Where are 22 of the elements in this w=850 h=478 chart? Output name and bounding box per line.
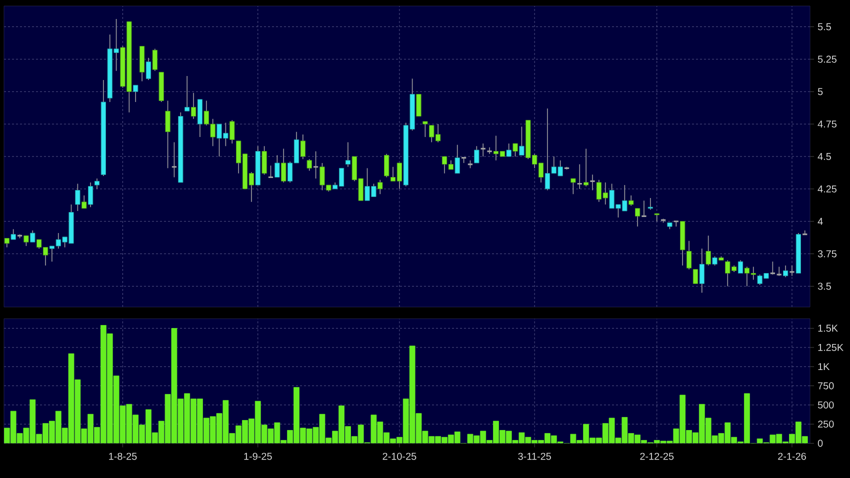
- y-tick-label: 3.5: [818, 282, 831, 290]
- y-tick-label: 250: [818, 420, 834, 428]
- x-tick-label: 2-10-25: [382, 452, 416, 460]
- y-tick-label: 5: [818, 88, 823, 96]
- y-tick-label: 500: [818, 401, 834, 408]
- x-tick-label: 3-11-25: [518, 452, 551, 460]
- y-tick-label: 4: [818, 218, 823, 225]
- y-tick-label: 5.25: [818, 56, 837, 63]
- x-tick-label: 1-9-25: [244, 452, 272, 460]
- y-tick-label: 4.25: [818, 185, 837, 192]
- y-tick-label: 4.75: [818, 120, 837, 128]
- y-tick-label: 0: [818, 440, 823, 447]
- x-tick-label: 2-12-25: [640, 452, 674, 460]
- y-tick-label: 4.5: [818, 153, 831, 160]
- y-tick-label: 1K: [818, 363, 830, 370]
- x-tick-label: 1-8-25: [109, 452, 137, 460]
- y-tick-label: 1.25K: [818, 344, 844, 351]
- y-tick-label: 3.75: [818, 250, 837, 258]
- x-tick-label: 2-1-26: [778, 452, 806, 460]
- y-tick-label: 750: [818, 382, 834, 390]
- y-tick-label: 5.5: [818, 23, 831, 30]
- y-tick-label: 1.5K: [818, 324, 838, 332]
